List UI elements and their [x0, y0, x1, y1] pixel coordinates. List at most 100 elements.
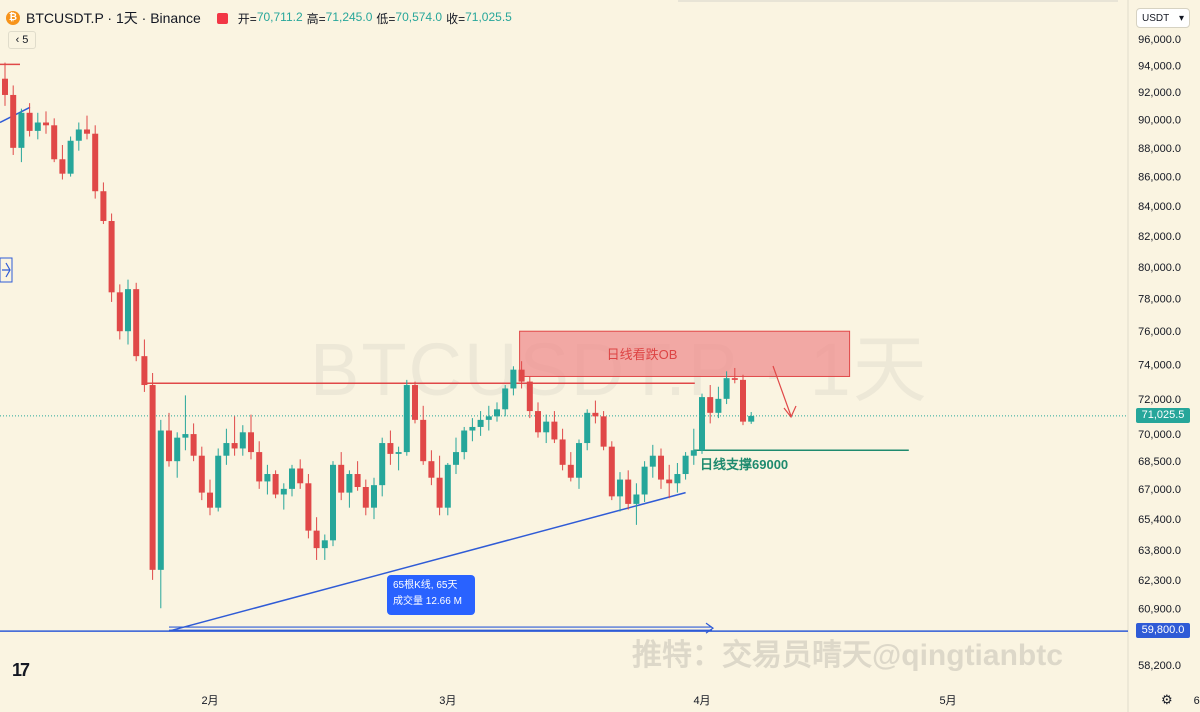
candle-body	[371, 485, 377, 508]
close-value: 71,025.5	[465, 9, 512, 24]
candle-body	[207, 492, 213, 508]
candle-body	[682, 455, 689, 475]
candle-body	[543, 421, 550, 433]
candle-body	[125, 289, 131, 332]
y-tick-label: 74,000.0	[1138, 360, 1181, 372]
candle-body	[674, 474, 681, 484]
candle-body	[453, 452, 459, 465]
candle-body	[658, 455, 664, 480]
x-tick-label: 5月	[939, 695, 956, 707]
y-tick-label: 84,000.0	[1138, 201, 1181, 213]
candle-body	[748, 415, 755, 422]
y-tick-label: 86,000.0	[1138, 172, 1181, 184]
y-tick-label: 82,000.0	[1138, 231, 1181, 243]
candle-body	[223, 443, 230, 456]
candle-body	[666, 479, 673, 484]
candle-body	[231, 443, 238, 449]
candle-body	[297, 468, 304, 484]
candle-body	[34, 122, 41, 131]
ascending-trendline	[168, 491, 686, 632]
x-tick-label: 6月	[1194, 695, 1200, 707]
y-tick-label: 60,900.0	[1138, 603, 1181, 615]
candle-body	[723, 378, 730, 399]
candle-body	[731, 378, 738, 380]
y-tick-label: 96,000.0	[1138, 34, 1181, 46]
candle-body	[239, 432, 246, 449]
candle-body	[461, 430, 468, 453]
support-label: 日线支撑69000	[700, 457, 789, 472]
candle-body	[2, 78, 8, 95]
candle-body	[469, 426, 476, 431]
candle-body	[625, 479, 632, 504]
candle-body	[715, 398, 722, 413]
y-tick-label: 80,000.0	[1138, 262, 1181, 274]
candle-body	[280, 488, 287, 495]
top-toolbar-edge	[678, 0, 1118, 2]
candle-body	[649, 455, 656, 467]
candle-body	[116, 292, 123, 332]
y-tick-label: 67,000.0	[1138, 484, 1181, 496]
candle-body	[690, 450, 697, 456]
measure-bars-text: 65根K线, 65天	[393, 580, 458, 591]
candle-body	[149, 385, 156, 570]
bitcoin-icon: ₿	[6, 11, 20, 25]
low-price-tag: 59,800.0	[1136, 623, 1190, 639]
y-tick-label: 62,300.0	[1138, 575, 1181, 587]
symbol-title[interactable]: BTCUSDT.P · 1天 · Binance	[26, 10, 201, 26]
indicator-toggle[interactable]: ‹ 5	[8, 31, 36, 49]
gear-icon[interactable]: ⚙	[1161, 692, 1173, 707]
candle-body	[362, 487, 369, 508]
candle-body	[313, 530, 320, 549]
candle-body	[198, 455, 205, 493]
alert-icon[interactable]	[216, 12, 228, 24]
measure-arrow-head	[705, 622, 715, 634]
y-tick-label: 76,000.0	[1138, 326, 1181, 338]
candle-body	[190, 434, 197, 456]
candle-body	[272, 474, 279, 495]
tradingview-logo[interactable]: 17	[12, 660, 30, 680]
candle-body	[633, 494, 640, 504]
candle-body	[133, 289, 140, 357]
forecast-arrow-line	[772, 365, 792, 417]
candle-body	[346, 474, 353, 493]
y-tick-label: 68,500.0	[1138, 456, 1181, 468]
candle-body	[641, 466, 648, 495]
candle-body	[248, 432, 254, 453]
candle-body	[395, 452, 402, 454]
candle-body	[10, 94, 17, 148]
candle-body	[559, 439, 566, 465]
range-marker-icon	[0, 257, 13, 283]
low-label: 低=	[376, 11, 396, 26]
candle-body	[215, 455, 222, 508]
open-value: 70,711.2	[256, 9, 303, 24]
candle-body	[510, 369, 517, 389]
candle-body	[584, 412, 591, 444]
candle-body	[436, 477, 443, 508]
candle-body	[608, 446, 615, 497]
candle-body	[174, 437, 181, 462]
candle-body	[141, 356, 148, 386]
candle-body	[108, 221, 115, 293]
candle-body	[526, 381, 533, 412]
candle-body	[420, 419, 427, 462]
candle-body	[600, 416, 607, 447]
candle-body	[403, 385, 410, 453]
y-tick-label: 63,800.0	[1138, 545, 1181, 557]
candle-body	[518, 369, 525, 382]
candle-body	[699, 397, 705, 451]
low-value: 70,574.0	[395, 9, 443, 24]
x-tick-label: 2月	[201, 695, 218, 707]
candle-body	[18, 112, 25, 148]
y-tick-label: 78,000.0	[1138, 294, 1181, 306]
currency-select[interactable]: USDT ▾	[1136, 8, 1190, 28]
candle-body	[330, 464, 336, 541]
candle-body	[477, 419, 484, 427]
candle-body	[59, 159, 66, 174]
candle-body	[567, 464, 574, 478]
candle-body	[321, 540, 328, 549]
bearish-ob-label: 日线看跌OB	[606, 347, 678, 362]
candle-body	[67, 140, 74, 174]
candle-body	[551, 421, 558, 440]
candle-body	[166, 430, 172, 462]
